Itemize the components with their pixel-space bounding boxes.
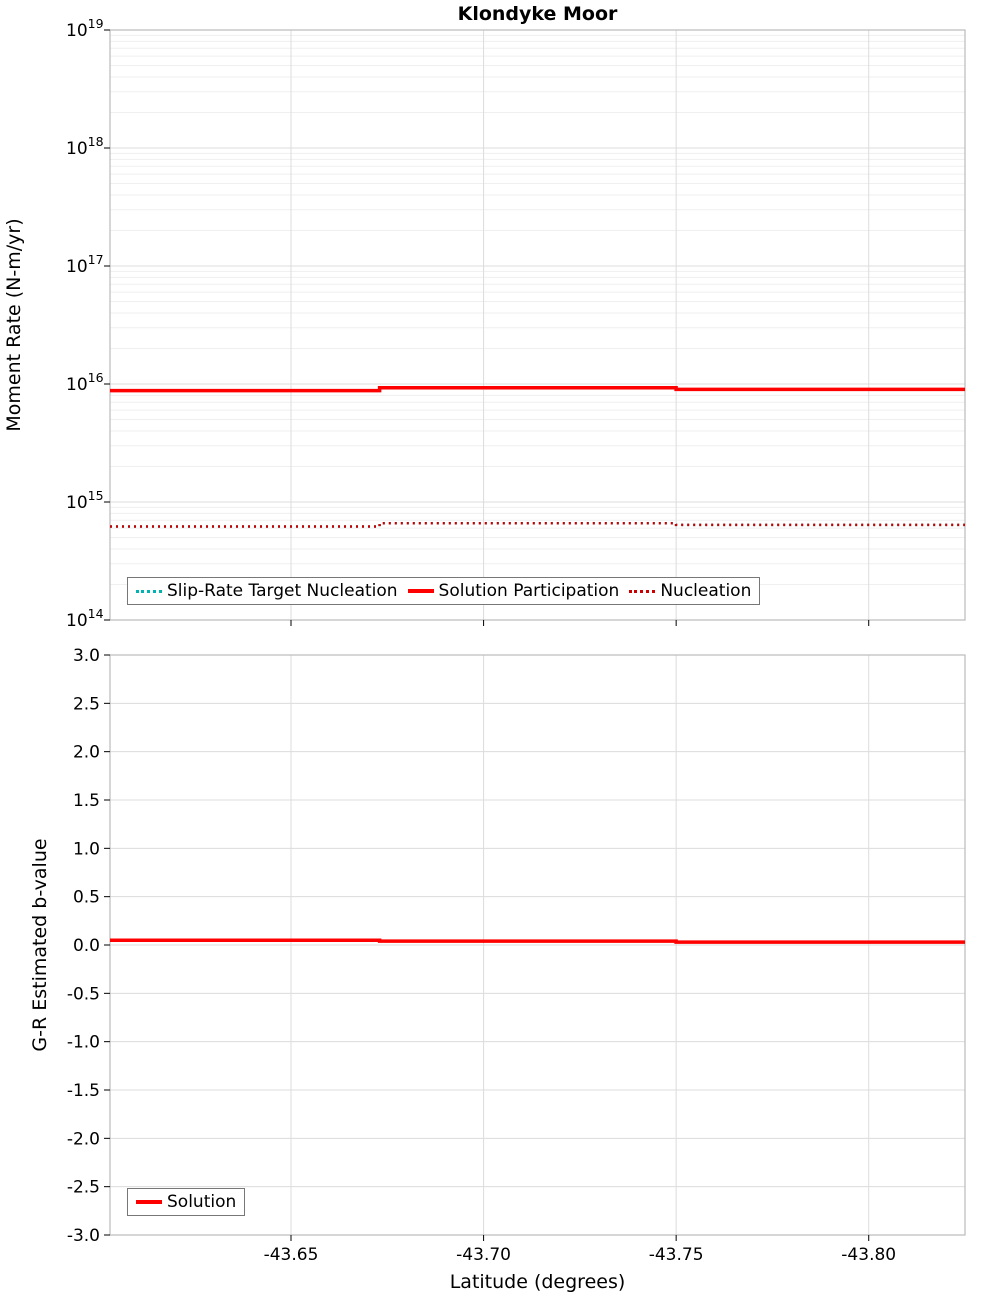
series-line-solution-participation: [110, 385, 965, 393]
y-tick-label: 1015: [66, 488, 104, 513]
legend-line-sample: [136, 1200, 162, 1204]
moment-rate-chart: 1019 1018 1017 1016 1015 1014 Klondyke Moor Mom…: [3, 3, 966, 631]
y-tick-label: -2.5: [67, 1178, 100, 1198]
y-tick-label: 2.0: [73, 743, 100, 763]
y-tick-label: -0.5: [67, 984, 100, 1004]
x-tick-label: -43.75: [649, 1245, 704, 1265]
legend-item: Nucleation: [629, 581, 751, 601]
y-tick-label: 0.0: [73, 936, 100, 956]
x-tick-label: -43.70: [456, 1245, 511, 1265]
y-tick-label: 1018: [66, 134, 104, 159]
b-value-chart: 3.0 2.5 2.0 1.5 1.0 0.5 0.0 -0.5 -1.0 -1.5 -2.0 -2.…: [29, 646, 966, 1293]
y-tick-label: 1016: [66, 370, 104, 395]
legend-label: Slip-Rate Target Nucleation: [167, 581, 398, 601]
y-tick-label: 1019: [66, 16, 104, 41]
y-tick-label: 2.5: [73, 694, 100, 714]
legend-label: Solution: [167, 1192, 237, 1212]
legend-line-sample: [407, 589, 434, 593]
legend-line-sample: [136, 589, 162, 593]
y-axis-label: G-R Estimated b-value: [29, 838, 51, 1051]
legend-item: Slip-Rate Target Nucleation: [136, 581, 398, 601]
y-axis-label: Moment Rate (N-m/yr): [3, 218, 25, 431]
chart-title: Klondyke Moor: [458, 3, 618, 25]
moment-rate-legend: Slip-Rate Target Nucleation Solution Part…: [127, 577, 761, 605]
series-line-solution: [110, 938, 965, 944]
x-tick-label: -43.80: [841, 1245, 896, 1265]
y-tick-label: 1.0: [73, 839, 100, 859]
series-line-nucleation: [110, 522, 965, 528]
b-value-legend: Solution: [127, 1188, 246, 1216]
legend-item: Solution: [136, 1192, 236, 1212]
y-tick-label: 1.5: [73, 791, 100, 811]
legend-label: Nucleation: [660, 581, 752, 601]
y-tick-label: -1.5: [67, 1081, 100, 1101]
y-tick-label: -2.0: [67, 1129, 100, 1149]
y-tick-label: 1014: [66, 606, 104, 631]
legend-line-sample: [629, 589, 656, 593]
y-tick-label: 3.0: [73, 646, 100, 666]
series-line-slip-rate-target-nucleation: [110, 522, 965, 528]
legend-label: Solution Participation: [438, 581, 620, 601]
plot-border: [109, 29, 966, 621]
y-tick-label: -3.0: [67, 1226, 100, 1246]
y-tick-label: 1017: [66, 252, 104, 277]
x-axis-label: Latitude (degrees): [450, 1271, 626, 1293]
x-tick-label: -43.65: [264, 1245, 319, 1265]
y-tick-label: 0.5: [73, 888, 100, 908]
legend-item: Solution Participation: [407, 581, 620, 601]
y-tick-label: -1.0: [67, 1033, 100, 1053]
